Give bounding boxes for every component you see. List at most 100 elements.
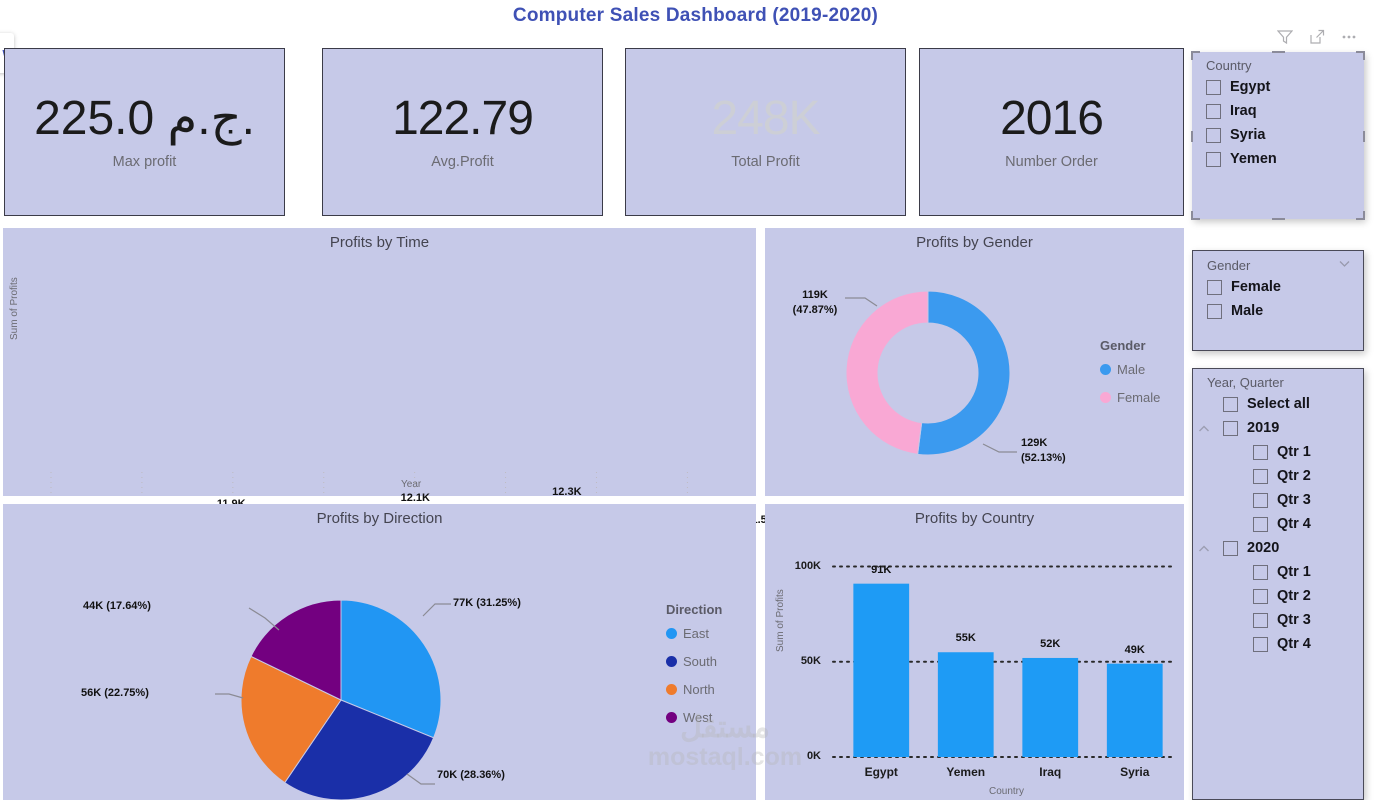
legend-item-west[interactable]: West <box>666 710 722 725</box>
focus-mode-icon[interactable] <box>1309 29 1325 45</box>
slicer-item[interactable]: Qtr 4 <box>1193 632 1363 656</box>
legend-swatch <box>666 628 677 639</box>
checkbox[interactable] <box>1207 279 1222 295</box>
chart-profits-by-gender[interactable]: Profits by Gender 119K (47.87%) 129K (52.13… <box>765 228 1184 496</box>
slicer-country[interactable]: Country Egypt Iraq Syria Yemen <box>1191 51 1365 220</box>
legend-item-female[interactable]: Female <box>1100 390 1160 405</box>
legend-item-male[interactable]: Male <box>1100 362 1160 377</box>
kpi-card-number-order[interactable]: 2016 Number Order <box>919 48 1184 216</box>
checkbox[interactable] <box>1253 564 1268 580</box>
slicer-item-label: Qtr 2 <box>1277 468 1311 484</box>
chevron-down-icon[interactable] <box>1338 257 1351 273</box>
kpi-value: 122.79 <box>392 91 534 145</box>
slicer-item-label: Male <box>1231 303 1264 319</box>
slicer-item[interactable]: Qtr 2 <box>1193 584 1363 608</box>
bar-value-label: 91K <box>871 563 892 576</box>
kpi-card-avg-profit[interactable]: 122.79 Avg.Profit <box>322 48 603 216</box>
legend-swatch <box>1100 392 1111 403</box>
slicer-item[interactable]: Select all <box>1193 392 1363 416</box>
checkbox[interactable] <box>1253 636 1268 652</box>
filter-icon[interactable] <box>1277 29 1293 45</box>
legend-item-east[interactable]: East <box>666 626 722 641</box>
checkbox[interactable] <box>1253 468 1268 484</box>
slicer-item-label: Iraq <box>1230 103 1257 119</box>
slicer-gender[interactable]: Gender Female Male <box>1192 250 1364 351</box>
slicer-item-label: Qtr 1 <box>1277 564 1311 580</box>
data-label-south: 70K (28.36%) <box>437 769 505 781</box>
checkbox[interactable] <box>1253 492 1268 508</box>
slicer-item-label: Select all <box>1247 396 1310 412</box>
slicer-item[interactable]: Male <box>1193 299 1363 323</box>
slicer-item-label: Yemen <box>1230 151 1277 167</box>
donut-plot <box>845 290 1017 456</box>
chart-title: Profits by Gender <box>916 234 1033 251</box>
checkbox[interactable] <box>1253 444 1268 460</box>
bar-plot <box>832 565 1176 758</box>
kpi-card-total-profit[interactable]: 248K Total Profit <box>625 48 906 216</box>
data-label-female: 119K (47.87%) <box>792 289 838 316</box>
slicer-item[interactable]: Syria <box>1192 123 1364 147</box>
x-tick-label: Yemen <box>946 765 986 779</box>
slicer-item[interactable]: Qtr 1 <box>1193 560 1363 584</box>
slicer-item[interactable]: Egypt <box>1192 75 1364 99</box>
data-label: 12.3K <box>552 485 582 498</box>
chart-title: Profits by Direction <box>316 510 443 527</box>
checkbox[interactable] <box>1206 127 1221 143</box>
slicer-item[interactable]: Yemen <box>1192 147 1364 171</box>
x-axis-title: Year <box>401 479 422 490</box>
slicer-item-label: Qtr 3 <box>1277 612 1311 628</box>
checkbox[interactable] <box>1223 420 1238 436</box>
chevron-up-icon[interactable] <box>1197 422 1211 441</box>
legend-direction: Direction East South North West <box>666 602 722 738</box>
kpi-value: 2016 <box>1000 91 1104 145</box>
checkbox[interactable] <box>1253 612 1268 628</box>
slicer-item-label: Qtr 1 <box>1277 444 1311 460</box>
chart-title: Profits by Country <box>914 510 1035 527</box>
kpi-value: 225.0 ج.م. <box>34 91 256 145</box>
slicer-item[interactable]: Qtr 2 <box>1193 464 1363 488</box>
legend-label: South <box>683 654 717 669</box>
slicer-item[interactable]: Qtr 3 <box>1193 488 1363 512</box>
checkbox[interactable] <box>1206 103 1221 119</box>
checkbox[interactable] <box>1223 396 1238 412</box>
y-tick-label: 50K <box>800 654 821 667</box>
chart-profits-by-time[interactable]: Profits by Time Sum of Profits Year 8K10… <box>3 228 775 703</box>
y-tick-label: 100K <box>794 559 821 572</box>
slicer-item[interactable]: Female <box>1193 275 1363 299</box>
slicer-item[interactable]: 2020 <box>1193 536 1363 560</box>
checkbox[interactable] <box>1253 588 1268 604</box>
legend-gender: Gender Male Female <box>1100 338 1160 418</box>
legend-label: Male <box>1117 362 1146 377</box>
checkbox[interactable] <box>1223 540 1238 556</box>
legend-label: East <box>683 626 710 641</box>
more-options-icon[interactable] <box>1341 29 1357 45</box>
slicer-item[interactable]: Qtr 3 <box>1193 608 1363 632</box>
slicer-year-quarter[interactable]: Year, Quarter Select all 2019 Qtr 1 Qtr 2 Qt… <box>1192 368 1364 800</box>
chevron-up-icon[interactable] <box>1197 542 1211 561</box>
slicer-item-label: 2019 <box>1247 420 1280 436</box>
legend-item-north[interactable]: North <box>666 682 722 697</box>
slicer-header: Year, Quarter <box>1193 369 1363 392</box>
checkbox[interactable] <box>1206 151 1221 167</box>
slicer-header[interactable]: Gender <box>1193 251 1363 275</box>
chart-profits-by-country[interactable]: Profits by Country Sum of Profits Countr… <box>765 504 1184 800</box>
checkbox[interactable] <box>1253 516 1268 532</box>
slicer-item[interactable]: Qtr 4 <box>1193 512 1363 536</box>
x-tick-label: Iraq <box>1039 765 1062 779</box>
kpi-card-max-profit[interactable]: 225.0 ج.م. Max profit <box>4 48 285 216</box>
slicer-item[interactable]: Qtr 1 <box>1193 440 1363 464</box>
legend-item-south[interactable]: South <box>666 654 722 669</box>
slicer-item-label: Syria <box>1230 127 1266 143</box>
slicer-item-label: 2020 <box>1247 540 1280 556</box>
slicer-item[interactable]: 2019 <box>1193 416 1363 440</box>
kpi-label: Number Order <box>1005 153 1098 170</box>
line-plot <box>50 472 688 496</box>
legend-swatch <box>666 656 677 667</box>
checkbox[interactable] <box>1206 79 1221 95</box>
kpi-value: 248K <box>711 91 820 145</box>
legend-label: West <box>683 710 713 725</box>
checkbox[interactable] <box>1207 303 1222 319</box>
chart-profits-by-direction[interactable]: Profits by Direction 77K (31.25%) 70K (28… <box>3 504 756 800</box>
legend-swatch <box>666 684 677 695</box>
slicer-item[interactable]: Iraq <box>1192 99 1364 123</box>
